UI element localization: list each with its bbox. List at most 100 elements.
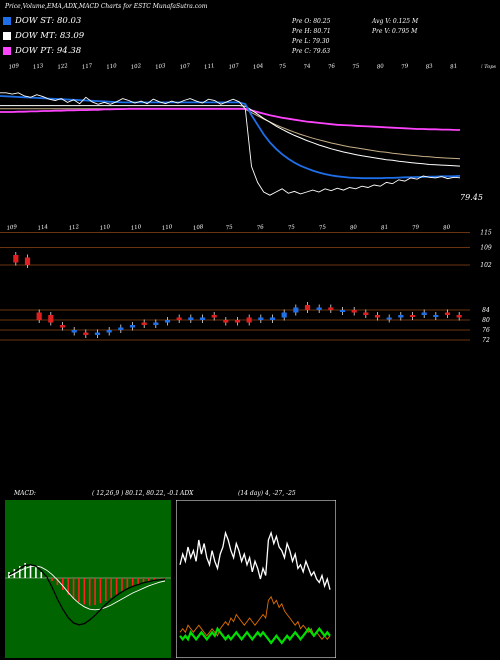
candle <box>24 254 31 268</box>
candle-body <box>188 317 194 320</box>
price-top-label: 109 <box>8 63 20 71</box>
price-top-label: 81 <box>450 63 458 70</box>
macd-values: ( 12,26,9 ) 80.12, 80.22, -0.1 <box>92 490 179 497</box>
candle <box>83 329 89 338</box>
y-tick-label: 102 <box>480 262 492 269</box>
candle <box>269 314 276 323</box>
candle-marks <box>13 252 462 338</box>
price-top-label: 80 <box>377 63 385 70</box>
candle <box>71 327 77 336</box>
adx-series-adx <box>179 530 331 590</box>
price-top-label: 75 <box>352 63 360 70</box>
candle-body <box>83 332 89 335</box>
price-top-label: 107 <box>228 63 240 71</box>
candle <box>304 302 311 313</box>
price-top-label: 102 <box>130 63 142 71</box>
candle-body <box>59 325 66 328</box>
candle-body <box>24 257 31 265</box>
adx-marks <box>179 530 331 645</box>
candle <box>94 329 101 338</box>
candle-body <box>421 312 427 315</box>
candle-body <box>444 312 451 315</box>
stat-prev-high: Pre H: 80.71 <box>292 28 331 35</box>
macd-background <box>5 500 171 658</box>
tops-label: ⁞ Tops <box>481 64 496 70</box>
series-ema-short <box>0 95 461 180</box>
candle-body <box>71 330 77 333</box>
candle-top-labels: 109 114 112 110 110 110 108 75 76 75 75 80 81 79 80 <box>6 224 451 232</box>
candle <box>176 314 182 323</box>
macd-chart <box>5 500 171 658</box>
macd-marks <box>5 563 171 626</box>
stat-prev-open: Pre O: 80.25 <box>292 18 331 25</box>
candle-body <box>141 322 147 325</box>
legend-item-pt: DOW PT: 94.38 <box>3 46 81 56</box>
legend-swatch-mt <box>3 32 11 40</box>
candle <box>153 319 159 328</box>
candle-body <box>409 315 416 317</box>
legend-item-mt: DOW MT: 83.09 <box>3 31 84 41</box>
adx-values: (14 day) 4, -27, -25 <box>238 490 296 497</box>
adx-label: ADX <box>180 490 194 497</box>
y-tick-label: 109 <box>480 245 492 252</box>
candle-body <box>269 317 276 320</box>
candle <box>211 312 217 321</box>
candle <box>106 327 112 336</box>
candle-body <box>106 330 112 333</box>
candle <box>223 317 229 326</box>
legend-item-st: DOW ST: 80.03 <box>3 16 81 26</box>
candle <box>444 309 451 318</box>
candle <box>234 317 241 326</box>
candle-body <box>223 320 229 323</box>
series-ema-long <box>0 107 461 131</box>
adx-chart <box>176 500 336 658</box>
y-tick-label: 84 <box>482 307 490 314</box>
candle-top-label: 110 <box>99 224 111 232</box>
candle <box>374 312 381 321</box>
candle <box>199 314 206 323</box>
candle-body <box>211 315 217 318</box>
candle <box>363 309 369 318</box>
price-top-label: 117 <box>81 63 93 71</box>
candle <box>48 312 54 326</box>
candle <box>118 324 124 333</box>
candle <box>129 322 136 331</box>
candle <box>433 312 439 320</box>
stat-prev-volume: Pre V: 0.795 M <box>372 28 418 35</box>
candlestick-chart: 109 114 112 110 110 110 108 75 76 75 75 80 81 79 80 11… <box>0 224 492 345</box>
candle-body <box>48 315 54 323</box>
candle <box>246 314 252 326</box>
candle <box>141 319 147 328</box>
candle-top-label: 75 <box>319 224 327 231</box>
candle <box>36 309 42 323</box>
price-top-label: 83 <box>425 63 433 70</box>
price-top-labels: 109 113 122 117 110 102 103 107 111 107 104 75 74 76 7… <box>8 63 458 71</box>
price-top-label: 79 <box>401 63 409 70</box>
stat-prev-close: Pre C: 79.63 <box>292 48 331 55</box>
stat-avg-volume: Avg V: 0.125 M <box>372 18 419 25</box>
candle-top-label: 110 <box>161 224 173 232</box>
candle-grid <box>0 232 470 341</box>
candle-top-label: 108 <box>193 224 205 232</box>
candle-body <box>398 315 404 318</box>
candle-top-label: 112 <box>68 224 80 232</box>
candle <box>316 304 322 313</box>
candle-y-ticks: 115 109 102 84 80 76 72 <box>480 230 492 345</box>
legend-label-mt: DOW MT: 83.09 <box>15 31 85 41</box>
candle-body <box>258 317 264 320</box>
adx-series-minus-di <box>179 595 331 641</box>
candle <box>328 304 334 313</box>
page-title: Price,Volume,EMA,ADX,MACD Charts for EST… <box>5 3 208 10</box>
y-tick-label: 72 <box>482 337 490 344</box>
y-tick-label: 76 <box>482 327 490 334</box>
candle <box>258 314 264 323</box>
price-top-label: 103 <box>155 63 167 71</box>
candle-body <box>316 307 322 310</box>
candle-body <box>281 312 287 318</box>
price-top-label: 111 <box>204 63 215 71</box>
candle-top-label: 114 <box>37 224 49 232</box>
price-ema-chart: 109 113 122 117 110 102 103 107 111 107 104 75 74 76 7… <box>0 63 496 202</box>
candle-body <box>176 317 182 320</box>
price-top-label: 110 <box>106 63 118 71</box>
candle-body <box>118 327 124 330</box>
